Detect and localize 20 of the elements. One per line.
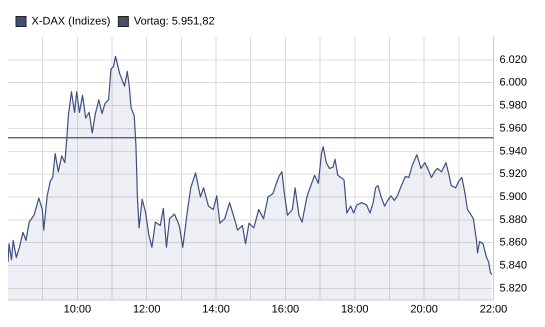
x-tick-label: 22:00 (480, 303, 508, 316)
y-tick-label: 5.980 (499, 100, 528, 112)
y-tick-label: 5.900 (499, 190, 528, 203)
y-tick-label: 5.920 (499, 168, 528, 180)
x-tick-label: 16:00 (272, 303, 300, 316)
y-tick-label: 5.840 (499, 260, 528, 272)
y-tick-label: 5.820 (499, 282, 528, 294)
x-tick-label: 18:00 (341, 303, 369, 316)
x-tick-label: 14:00 (202, 303, 230, 316)
y-tick-label: 6.000 (499, 76, 528, 89)
y-tick-label: 5.860 (499, 236, 528, 249)
y-tick-label: 6.020 (499, 54, 528, 66)
x-tick-label: 20:00 (410, 303, 438, 316)
y-tick-label: 5.940 (499, 145, 528, 158)
y-tick-label: 5.880 (499, 214, 528, 226)
x-tick-label: 10:00 (64, 303, 92, 316)
x-tick-label: 12:00 (132, 303, 160, 316)
legend-label: Vortag: 5.951,82 (134, 16, 215, 28)
y-tick-label: 5.960 (499, 122, 528, 134)
legend-label: X-DAX (Indizes) (32, 16, 110, 28)
